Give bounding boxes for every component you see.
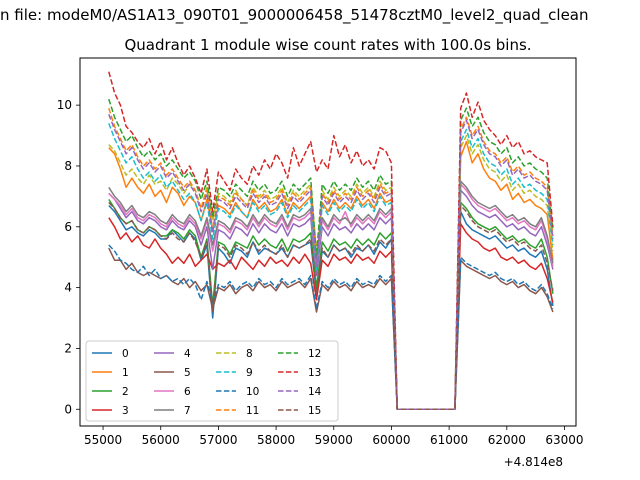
y-tick-label: 8: [64, 159, 72, 173]
y-tick-label: 0: [64, 402, 72, 416]
x-tick-label: 57000: [199, 433, 237, 447]
chart-title: Quadrant 1 module wise count rates with …: [124, 36, 531, 54]
legend-label-3: 3: [122, 405, 129, 417]
plot-frame: [79, 57, 577, 427]
y-tick-label: 4: [64, 281, 72, 295]
y-tick-label: 6: [64, 220, 72, 234]
y-tick-label: 2: [64, 341, 72, 355]
series-line-12: [108, 98, 554, 411]
legend-label-11: 11: [246, 405, 259, 417]
series-line-2: [108, 198, 554, 411]
legend-label-12: 12: [308, 348, 321, 360]
chart-supertitle: n file: modeM0/AS1A13_090T01_9000006458_…: [0, 6, 589, 25]
x-offset-label: +4.814e8: [504, 455, 563, 469]
legend-label-0: 0: [122, 348, 129, 360]
x-tick-label: 55000: [84, 433, 122, 447]
y-axis: 0 2 4 6 8 10: [57, 98, 80, 416]
legend-box: [85, 340, 339, 422]
x-tick-label: 62000: [488, 433, 526, 447]
series-line-6: [108, 183, 554, 411]
x-tick-label: 61000: [430, 433, 468, 447]
x-tick-label: 58000: [257, 433, 295, 447]
series-line-1: [108, 140, 554, 411]
series-line-9: [108, 123, 554, 411]
x-tick-label: 60000: [372, 433, 410, 447]
legend-label-4: 4: [184, 348, 191, 360]
legend-label-8: 8: [246, 348, 253, 360]
series-line-13: [108, 71, 554, 411]
x-tick-label: 59000: [315, 433, 353, 447]
series-line-10: [108, 244, 554, 411]
legend-label-9: 9: [246, 367, 253, 379]
series-line-7: [108, 180, 554, 411]
series-line-14: [108, 114, 554, 411]
y-tick-label: 10: [57, 98, 72, 112]
legend-label-6: 6: [184, 386, 191, 398]
series-line-5: [108, 247, 554, 411]
legend-label-2: 2: [122, 386, 129, 398]
x-tick-label: 56000: [142, 433, 180, 447]
legend-label-1: 1: [122, 367, 129, 379]
x-axis: 55000 56000 57000 58000 59000 60000 61000 62000…: [84, 426, 584, 447]
plot-area: [108, 71, 554, 411]
series-line-4: [108, 189, 554, 411]
series-line-11: [108, 107, 554, 411]
legend-label-13: 13: [308, 367, 321, 379]
legend-label-15: 15: [308, 405, 321, 417]
series-line-15: [108, 201, 554, 411]
legend-label-14: 14: [308, 386, 322, 398]
series-line-8: [108, 134, 554, 411]
x-tick-label: 63000: [545, 433, 583, 447]
legend-label-10: 10: [246, 386, 259, 398]
legend-label-7: 7: [184, 405, 191, 417]
series-line-3: [108, 217, 554, 411]
legend-label-5: 5: [184, 367, 191, 379]
